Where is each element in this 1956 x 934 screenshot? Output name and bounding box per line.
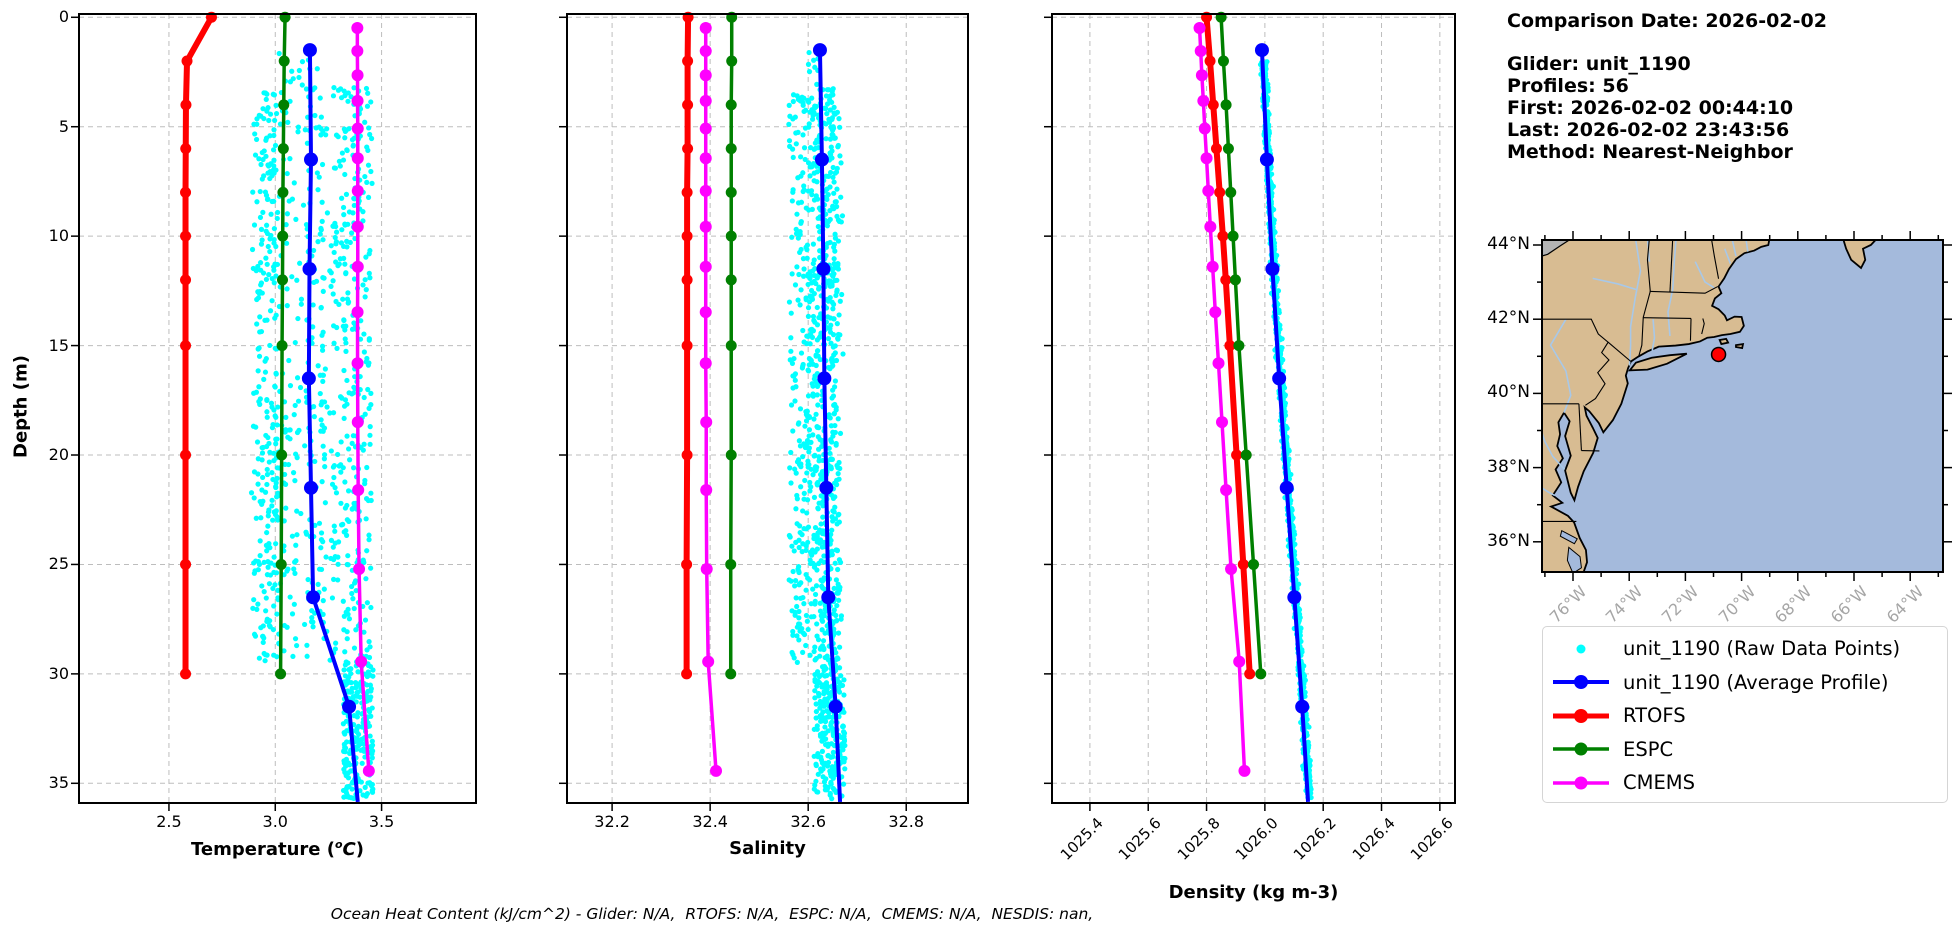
glider-name-text: Glider: unit_1190 [1507,53,1691,75]
legend-label: CMEMS [1623,771,1695,795]
legend-item-raw-data: unit_1190 (Raw Data Points) [1551,632,1947,666]
profiles-count-text: Profiles: 56 [1507,75,1629,97]
panel-salinity [559,11,969,811]
profile-line-cmems [703,28,718,771]
profile-line-unit-1190-average-profile- [817,50,843,802]
legend-label: ESPC [1623,737,1674,761]
profile-line-cmems [355,28,371,771]
legend-label: unit_1190 (Raw Data Points) [1623,637,1901,661]
espc-marker-icon [1553,742,1609,756]
rtofs-marker-icon [1553,708,1609,723]
panel-density [1044,11,1456,811]
ocean-heat-content-footer: Ocean Heat Content (kJ/cm^2) - Glider: N… [330,905,1094,923]
last-profile-time-text: Last: 2026-02-02 23:43:56 [1507,119,1790,141]
glider-location-marker [1710,346,1727,363]
legend-label: unit_1190 (Average Profile) [1623,670,1889,694]
info-gap [1507,32,1827,53]
legend-item-average-profile: unit_1190 (Average Profile) [1551,666,1947,700]
raw-data-marker-icon [1576,644,1586,654]
profile-line-cmems [1197,27,1247,771]
info-panel: Comparison Date: 2026-02-02 Glider: unit… [1507,10,1827,163]
comparison-date-text: Comparison Date: 2026-02-02 [1507,10,1827,32]
profile-line-unit-1190-average-profile- [1259,50,1311,803]
legend: unit_1190 (Raw Data Points) unit_1190 (A… [1542,626,1948,803]
cmems-marker-icon [1553,776,1609,790]
legend-item-cmems: CMEMS [1551,766,1947,800]
average-profile-marker-icon [1553,675,1609,690]
first-profile-time-text: First: 2026-02-02 00:44:10 [1507,97,1794,119]
location-map [1542,240,1943,572]
legend-label: RTOFS [1623,704,1686,728]
legend-item-espc: ESPC [1551,733,1947,767]
method-text: Method: Nearest-Neighbor [1507,141,1793,163]
profile-line-unit-1190-average-profile- [306,50,360,803]
legend-item-rtofs: RTOFS [1551,699,1947,733]
panel-temperature [71,11,477,811]
